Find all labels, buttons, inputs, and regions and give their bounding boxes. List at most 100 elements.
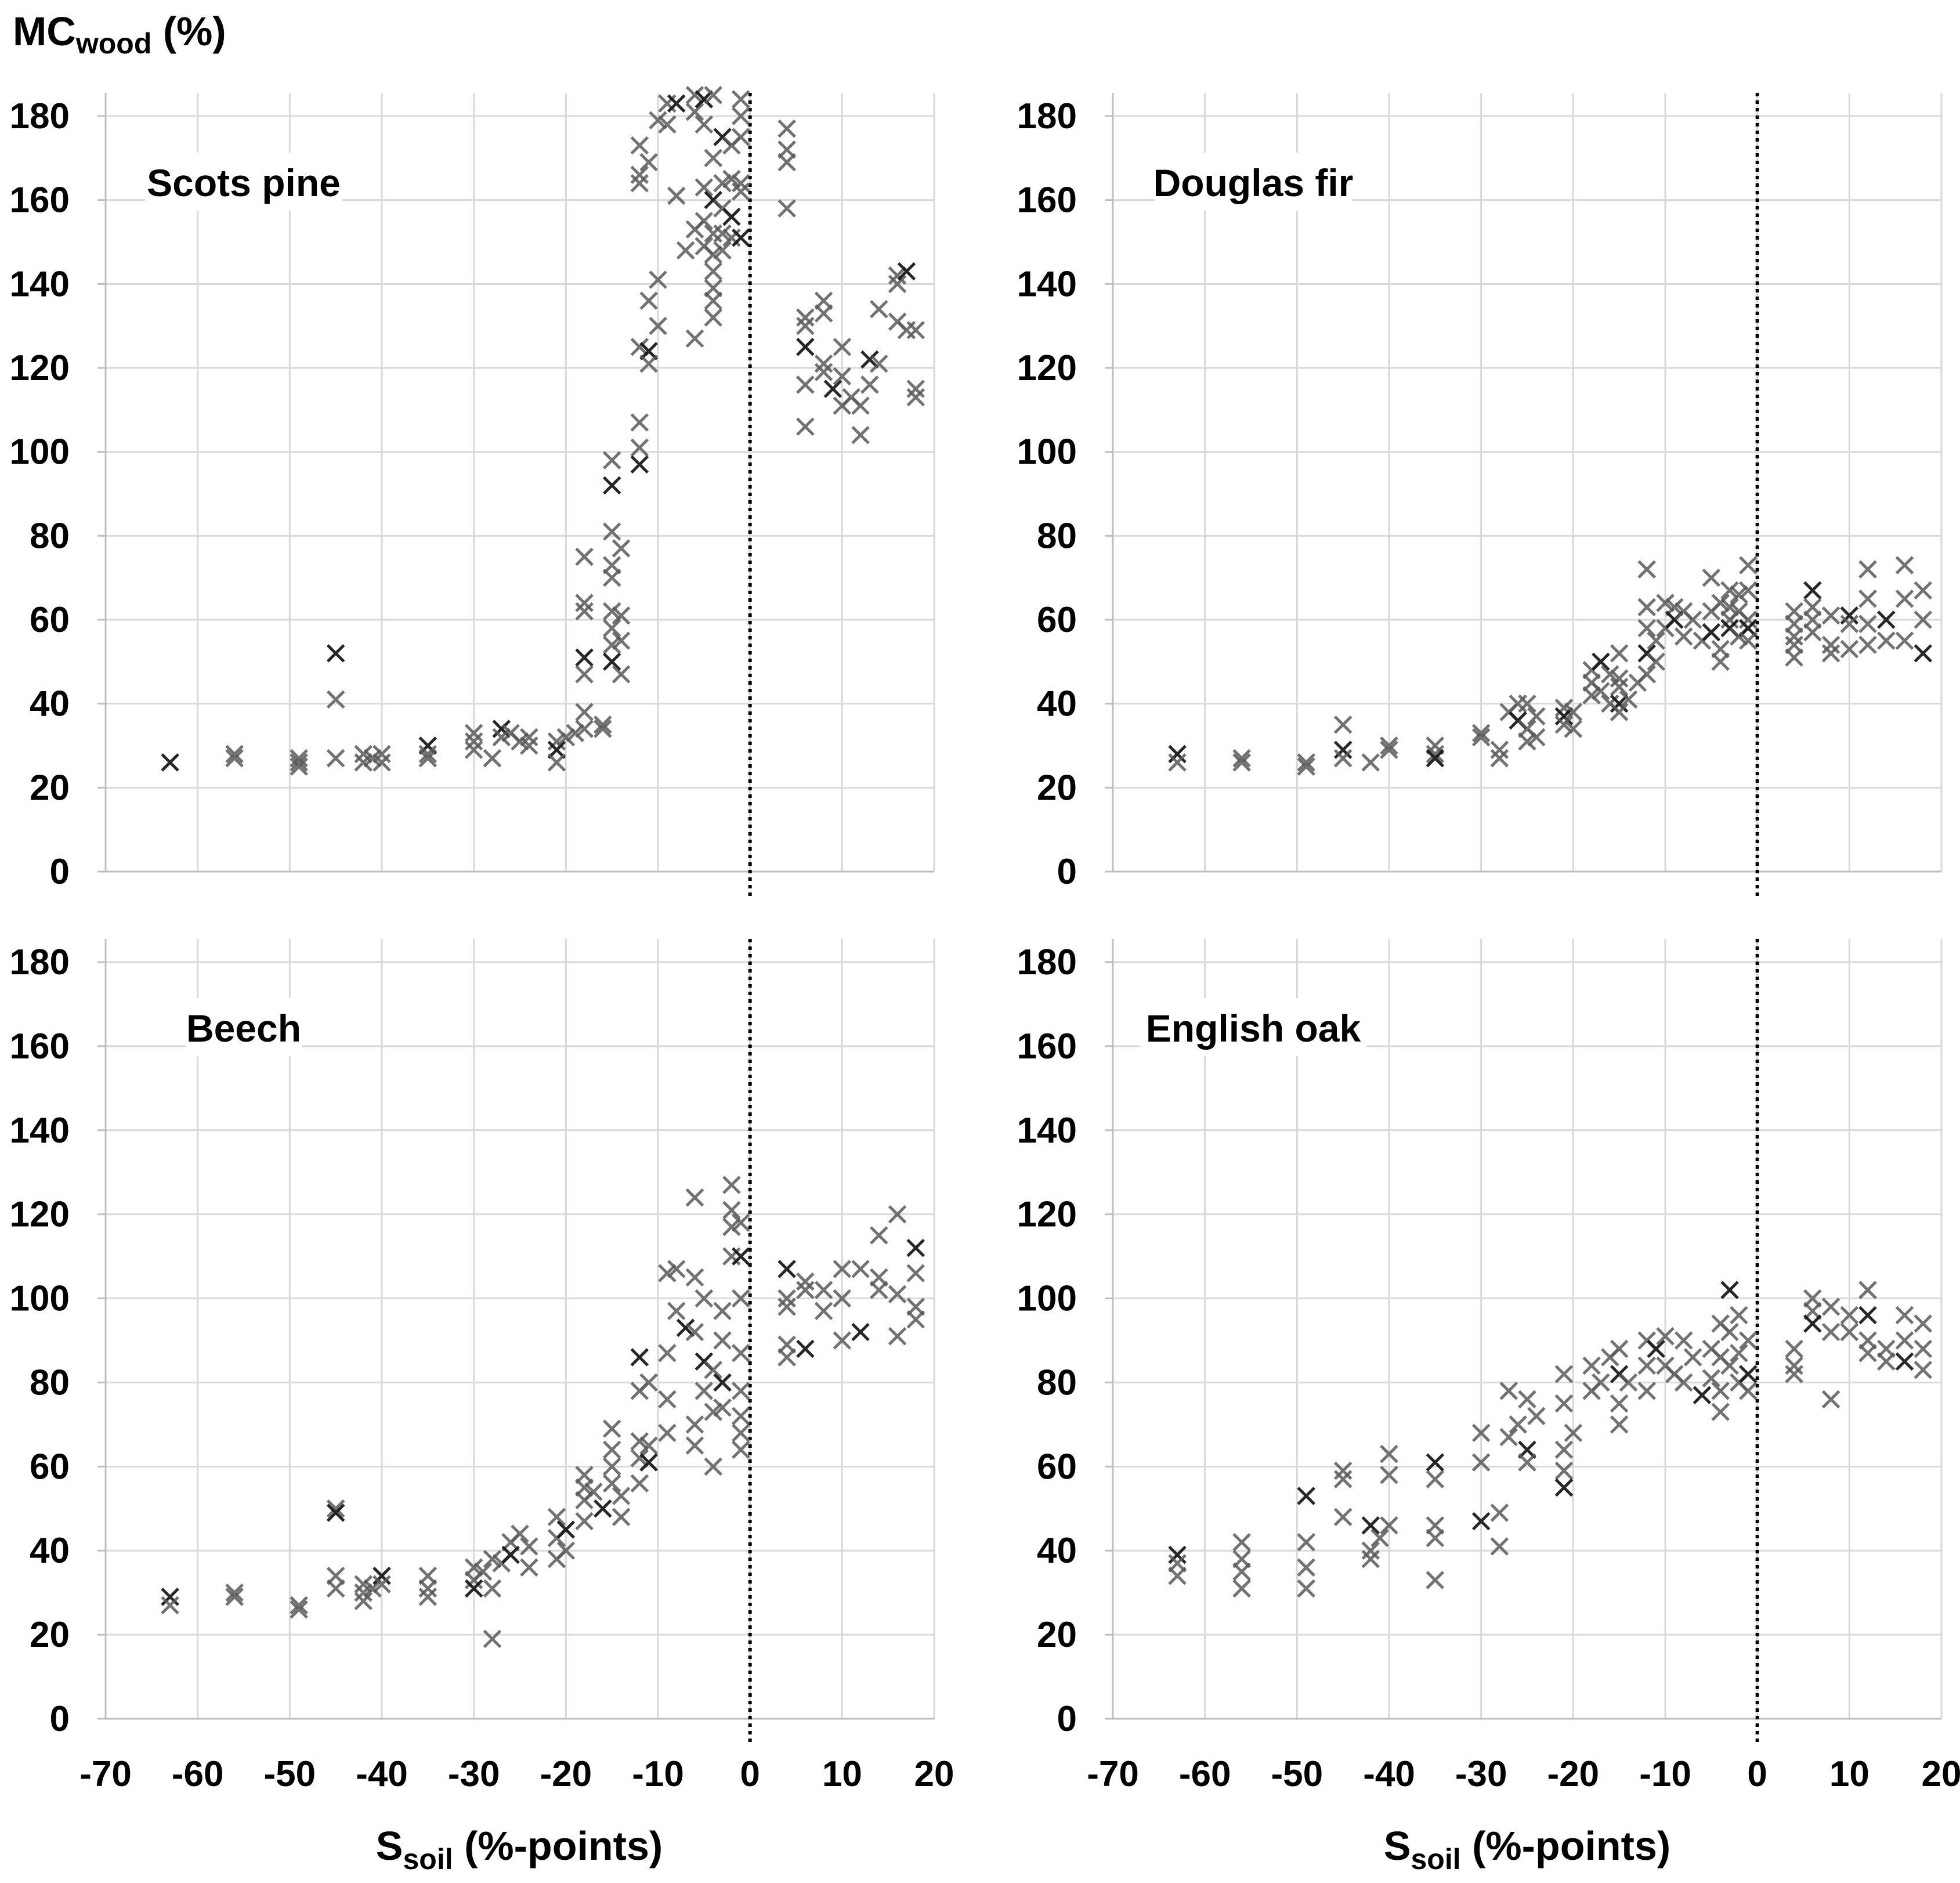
data-point (713, 174, 732, 193)
data-point (1527, 728, 1546, 747)
data-point (676, 241, 695, 260)
data-point (290, 749, 308, 768)
y-tick-label: 120 (1017, 1195, 1077, 1235)
data-point (483, 1579, 502, 1598)
data-point (906, 380, 925, 398)
data-point (658, 115, 677, 134)
data-point (1509, 1415, 1527, 1434)
data-point (418, 749, 437, 768)
data-point (1426, 749, 1445, 768)
data-point (363, 1579, 382, 1598)
data-point (1914, 581, 1933, 600)
panel-title-background (1155, 153, 1352, 211)
data-point (1380, 1444, 1398, 1463)
data-point (704, 291, 722, 310)
data-point (418, 1579, 437, 1598)
data-point (1730, 585, 1748, 604)
data-point (676, 1318, 695, 1338)
data-point (732, 174, 750, 193)
data-point (1637, 665, 1657, 684)
panel-title-background (1140, 998, 1366, 1056)
data-point (1582, 686, 1601, 704)
data-point (1739, 631, 1758, 650)
data-point (833, 1331, 852, 1350)
data-point (566, 724, 584, 743)
data-point (326, 1499, 345, 1518)
data-point (1471, 1453, 1491, 1472)
y-tick-label: 140 (1017, 1111, 1077, 1151)
data-point (1739, 581, 1758, 600)
data-point (870, 1226, 888, 1245)
data-point (630, 165, 649, 185)
data-point (1232, 1533, 1251, 1552)
y-tick-label: 0 (50, 1699, 70, 1739)
data-point (373, 753, 391, 772)
data-point (658, 1390, 677, 1409)
data-point (833, 367, 852, 386)
data-point (906, 1264, 925, 1282)
data-point (906, 321, 925, 339)
data-point (1821, 606, 1840, 625)
data-point (704, 1360, 722, 1379)
data-point (1647, 1339, 1665, 1358)
y-tick-label: 180 (10, 942, 70, 982)
data-point (326, 1579, 345, 1598)
data-point (713, 224, 732, 243)
data-point (658, 1343, 677, 1362)
data-point (354, 753, 373, 772)
data-point (1730, 1306, 1748, 1325)
data-point (326, 690, 345, 709)
x-axis-title: Ssoil (%-points) (1384, 1823, 1670, 1875)
y-tick-label: 40 (30, 684, 70, 724)
x-tick-label: -20 (540, 1754, 592, 1794)
data-point (464, 1579, 483, 1598)
x-tick-label: -60 (1179, 1754, 1231, 1794)
data-point (1821, 1322, 1840, 1342)
data-point (732, 1289, 750, 1308)
data-point (575, 703, 594, 721)
data-point (326, 644, 345, 663)
data-point (1361, 1516, 1380, 1535)
data-point (418, 744, 437, 764)
data-point (630, 1432, 649, 1451)
data-point (1895, 590, 1914, 608)
data-point (575, 665, 594, 684)
data-point (639, 1436, 658, 1455)
data-point (1840, 606, 1859, 625)
data-point (1610, 1339, 1629, 1358)
data-point (1168, 753, 1187, 772)
data-point (520, 1558, 538, 1577)
data-point (1656, 594, 1675, 612)
data-point (1361, 1541, 1380, 1560)
data-point (1564, 720, 1583, 738)
data-point (796, 1339, 815, 1358)
data-point (1785, 1356, 1803, 1375)
data-point (1527, 707, 1546, 726)
data-point (1858, 590, 1877, 608)
data-point (732, 1213, 750, 1232)
data-point (888, 1205, 907, 1224)
data-point (778, 1298, 796, 1316)
y-tick-label: 120 (1017, 348, 1077, 388)
data-point (326, 749, 345, 768)
y-tick-label: 160 (10, 180, 70, 221)
data-point (1895, 1331, 1914, 1350)
data-point (1821, 1298, 1840, 1316)
data-point (1619, 690, 1638, 709)
data-point (1592, 682, 1610, 700)
x-tick-label: -50 (264, 1754, 316, 1794)
x-tick-label: -60 (172, 1754, 224, 1794)
data-point (354, 744, 373, 764)
data-point (685, 1436, 704, 1455)
data-point (1785, 627, 1803, 646)
data-point (1333, 715, 1353, 734)
data-point (612, 606, 631, 625)
data-point (575, 594, 594, 612)
data-point (575, 602, 594, 621)
data-point (511, 732, 529, 751)
data-point (630, 338, 649, 356)
x-tick-label: -40 (1363, 1754, 1415, 1794)
data-point (1610, 1394, 1629, 1413)
y-tick-label: 120 (10, 1195, 70, 1235)
data-point (1785, 1365, 1803, 1383)
